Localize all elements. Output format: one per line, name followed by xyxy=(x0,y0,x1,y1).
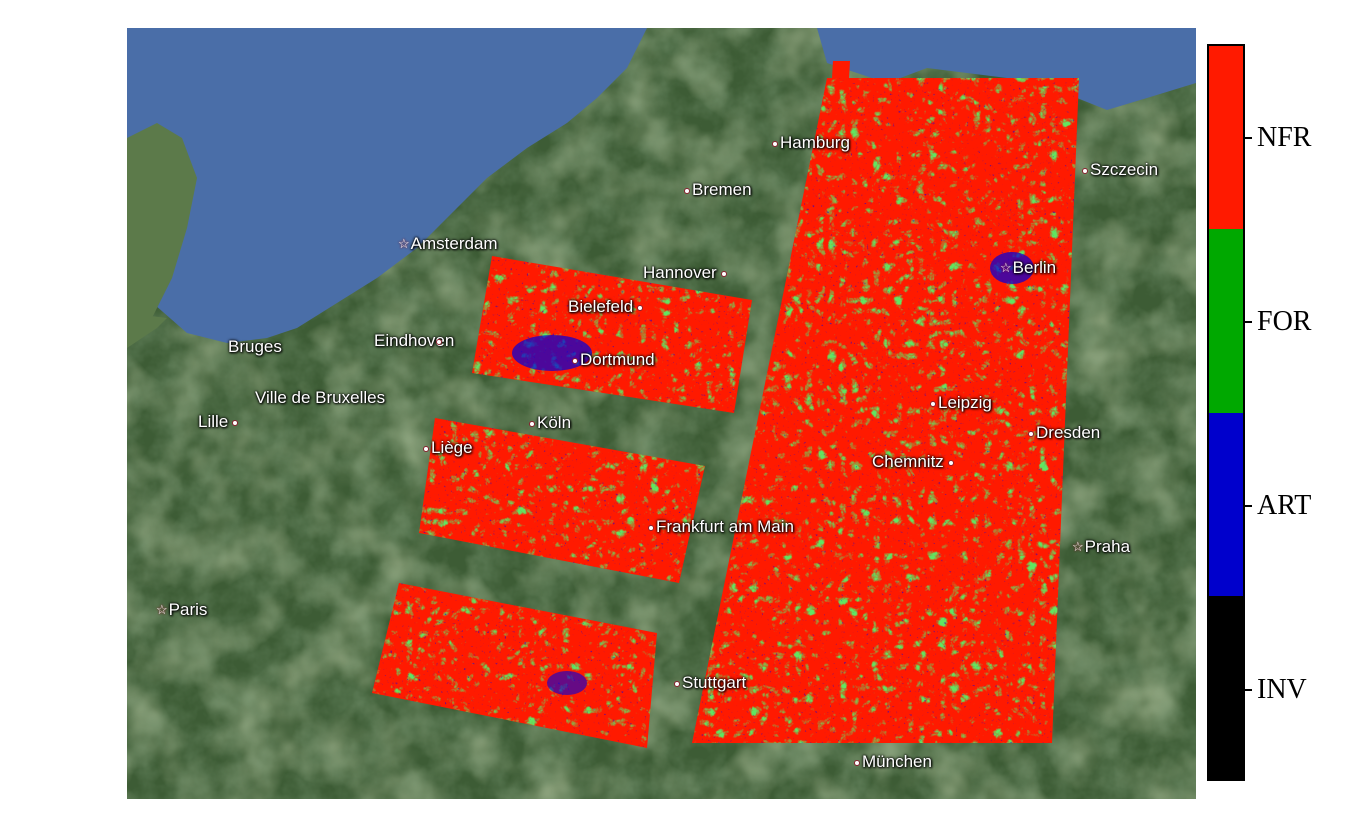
city-label-bielefeld: Bielefeld xyxy=(568,297,644,316)
city-dot-icon xyxy=(423,445,429,452)
city-label-bremen: Bremen xyxy=(684,181,752,198)
basemap xyxy=(127,28,1196,799)
satellite-map xyxy=(127,28,1196,799)
city-dot-icon xyxy=(674,680,680,687)
city-label-koln: Köln xyxy=(529,414,571,431)
city-dot-icon xyxy=(854,759,860,766)
city-name: Hamburg xyxy=(780,133,850,152)
city-label-liege: Liège xyxy=(423,439,473,456)
city-dot-icon xyxy=(572,357,578,364)
city-label-amsterdam: ☆Amsterdam xyxy=(398,235,498,252)
legend-band-nfr xyxy=(1209,46,1243,230)
city-name: Szczecin xyxy=(1090,160,1159,179)
city-dot-icon xyxy=(648,524,654,531)
city-name: Frankfurt am Main xyxy=(656,517,794,536)
city-label-stuttgart: Stuttgart xyxy=(674,674,746,691)
city-name: Chemnitz xyxy=(872,452,944,471)
class-legend xyxy=(1207,44,1245,781)
city-name: Köln xyxy=(537,413,572,432)
city-label-dortmund: Dortmund xyxy=(572,351,655,368)
legend-band-art xyxy=(1209,412,1243,596)
legend-tick xyxy=(1245,137,1252,139)
city-name: Paris xyxy=(168,600,208,619)
city-dot-icon xyxy=(1082,167,1088,174)
city-name: Dortmund xyxy=(580,350,655,369)
legend-label-nfr: NFR xyxy=(1257,122,1312,153)
city-dot-icon xyxy=(772,140,778,147)
city-label-chemnitz: Chemnitz xyxy=(872,453,954,470)
city-label-hamburg: Hamburg xyxy=(772,134,850,151)
city-label-praha: ☆Praha xyxy=(1072,538,1130,555)
city-dot-icon xyxy=(436,338,443,345)
legend-label-art: ART xyxy=(1257,490,1312,521)
legend-tick xyxy=(1245,689,1252,691)
legend-tick xyxy=(1245,505,1252,507)
legend-label-for: FOR xyxy=(1257,306,1312,337)
city-label-lille: Lille xyxy=(198,412,239,431)
capital-star-icon: ☆ xyxy=(1072,539,1084,554)
city-dot-icon xyxy=(720,270,727,277)
city-name: Liège xyxy=(431,438,473,457)
city-name: Berlin xyxy=(1012,258,1057,277)
capital-star-icon: ☆ xyxy=(1000,260,1012,275)
city-name: Bruges xyxy=(228,337,282,356)
city-label-szczecin: Szczecin xyxy=(1082,161,1158,178)
city-name: Stuttgart xyxy=(682,673,747,692)
city-name: Ville de Bruxelles xyxy=(255,388,386,407)
city-name: Lille xyxy=(198,412,229,431)
city-label-bruxelles: Ville de Bruxelles xyxy=(255,389,385,406)
city-label-hannover: Hannover xyxy=(643,264,727,281)
city-dot-icon xyxy=(232,419,239,426)
city-name: Eindhoven xyxy=(374,331,455,350)
city-name: Praha xyxy=(1084,537,1131,556)
city-label-frankfurt: Frankfurt am Main xyxy=(648,518,794,535)
city-label-bruges: Bruges xyxy=(228,338,282,355)
city-dot-icon xyxy=(1028,430,1034,437)
city-dot-icon xyxy=(947,459,954,466)
legend-band-for xyxy=(1209,229,1243,413)
capital-star-icon: ☆ xyxy=(398,236,410,251)
city-name: Bremen xyxy=(692,180,752,199)
city-dot-icon xyxy=(930,400,936,407)
city-label-leipzig: Leipzig xyxy=(930,394,992,411)
city-label-paris: ☆Paris xyxy=(156,601,207,618)
city-name: Dresden xyxy=(1036,423,1101,442)
capital-star-icon: ☆ xyxy=(156,602,168,617)
city-dot-icon xyxy=(529,420,535,427)
legend-band-inv xyxy=(1209,595,1243,779)
city-label-eindhoven: Eindhoven xyxy=(374,332,454,349)
legend-label-inv: INV xyxy=(1257,674,1307,705)
city-dot-icon xyxy=(684,187,690,194)
city-label-dresden: Dresden xyxy=(1028,424,1100,441)
city-name: Amsterdam xyxy=(410,234,498,253)
city-name: München xyxy=(862,752,932,771)
city-name: Leipzig xyxy=(938,393,992,412)
city-label-berlin: ☆Berlin xyxy=(1000,259,1056,276)
legend-tick xyxy=(1245,321,1252,323)
city-name: Bielefeld xyxy=(568,297,634,316)
city-dot-icon xyxy=(637,304,644,311)
city-label-munchen: München xyxy=(854,753,932,770)
city-name: Hannover xyxy=(643,263,717,282)
